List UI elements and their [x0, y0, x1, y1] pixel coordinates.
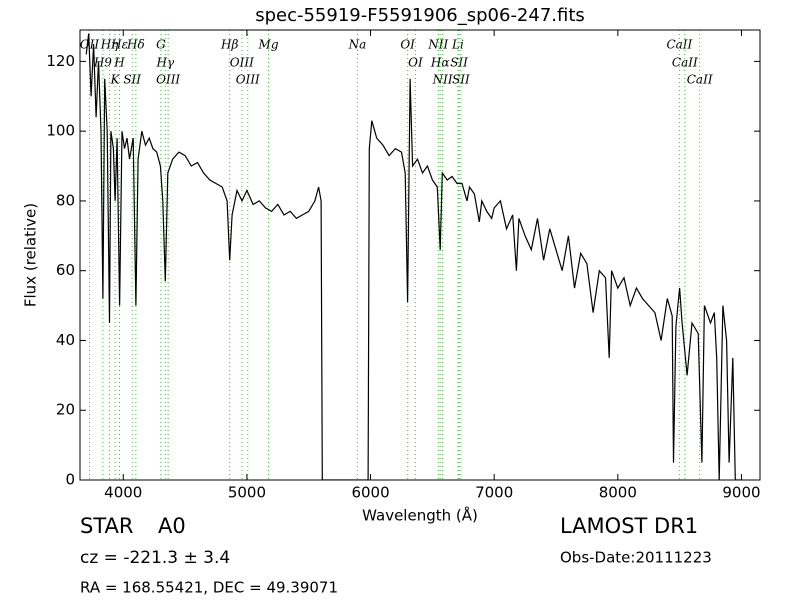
spectral-line-label: NII: [432, 73, 453, 87]
spectral-line-label: Hδ: [126, 38, 145, 52]
x-tick-label: 5000: [228, 484, 266, 502]
x-tick-label: 9000: [722, 484, 760, 502]
x-tick-label: 8000: [599, 484, 637, 502]
spectral-line-label: Li: [451, 38, 464, 52]
spectral-line-label: Hα: [430, 56, 450, 70]
spectral-line-label: NII: [427, 38, 448, 52]
y-tick-label: 120: [46, 52, 75, 70]
y-tick-label: 0: [65, 471, 75, 489]
spectral-line-label: OIII: [156, 73, 180, 87]
spectral-line-label: Hγ: [155, 56, 174, 70]
plot-frame: [79, 29, 761, 481]
spectral-line-label: CaII: [687, 73, 713, 87]
x-tick-label: 4000: [104, 484, 142, 502]
y-tick-label: 60: [56, 261, 75, 279]
spectral-line-label: Hη: [100, 38, 119, 52]
survey: LAMOST DR1: [560, 514, 698, 538]
spectral-line-label: SII: [452, 73, 470, 87]
x-tick-label: 6000: [351, 484, 389, 502]
y-axis-label: Flux (relative): [22, 203, 40, 307]
object-subclass: A0: [158, 514, 186, 538]
spectral-line-label: Mg: [258, 38, 279, 52]
spectral-line-label: OIII: [236, 73, 260, 87]
spectral-line-label: CaII: [672, 56, 698, 70]
object-class: STAR: [80, 514, 133, 538]
spectral-line-label: SII: [123, 73, 141, 87]
redshift: cz = -221.3 ± 3.4: [80, 548, 230, 568]
coordinates: RA = 168.55421, DEC = 49.39071: [80, 579, 338, 597]
spectral-line-label: G: [156, 38, 166, 52]
spectral-line-label: OI: [400, 38, 415, 52]
spectral-line-label: SII: [450, 56, 468, 70]
y-tick-label: 20: [56, 401, 75, 419]
obs-date: Obs-Date:20111223: [560, 549, 712, 567]
spectrum-line: [85, 33, 742, 480]
chart-title: spec-55919-F5591906_sp06-247.fits: [255, 5, 585, 26]
spectral-line-label: Na: [348, 38, 367, 52]
spectral-line-label: Hε: [110, 38, 128, 52]
spectral-line-label: H9: [93, 56, 112, 70]
x-axis-label: Wavelength (Å): [362, 506, 478, 525]
spectral-line-label: K: [110, 73, 121, 87]
y-tick-label: 80: [56, 191, 75, 209]
spectral-line-label: CaII: [666, 38, 692, 52]
spectral-line-label: OI: [408, 56, 423, 70]
spectral-line-label: OIII: [230, 56, 254, 70]
y-tick-label: 40: [56, 331, 75, 349]
x-tick-label: 7000: [475, 484, 513, 502]
y-tick-label: 100: [46, 122, 75, 140]
spectral-line-label: Hβ: [220, 38, 238, 52]
